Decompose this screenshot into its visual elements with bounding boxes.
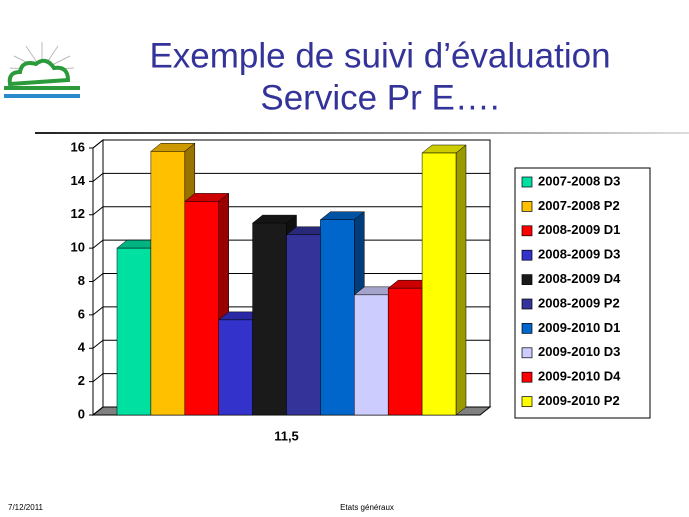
title-line: Service Pr E…. bbox=[260, 78, 499, 117]
legend-label: 2007-2008 P2 bbox=[538, 198, 620, 213]
grid-line bbox=[92, 273, 104, 282]
legend-swatch bbox=[521, 176, 533, 188]
y-tick-label: 2 bbox=[78, 373, 85, 388]
bar bbox=[150, 151, 186, 416]
y-tick-label: 4 bbox=[78, 340, 86, 355]
grid-line bbox=[92, 239, 104, 249]
y-tick-label: 14 bbox=[71, 173, 86, 188]
x-tick-label: 11,5 bbox=[274, 428, 299, 443]
y-tick-label: 8 bbox=[78, 273, 85, 288]
y-tick-label: 0 bbox=[78, 406, 85, 421]
y-tick-label: 10 bbox=[71, 240, 85, 255]
legend-label: 2008-2009 P2 bbox=[538, 295, 620, 310]
bar bbox=[320, 219, 355, 416]
legend-label: 2009-2010 D3 bbox=[538, 344, 620, 359]
grid-line bbox=[92, 339, 104, 349]
legend-label: 2009-2010 D4 bbox=[538, 369, 621, 384]
bar bbox=[387, 287, 423, 416]
legend-swatch bbox=[521, 323, 533, 334]
legend-label: 2009-2010 P2 bbox=[538, 393, 620, 408]
bar bbox=[354, 294, 389, 416]
grid-line bbox=[92, 139, 104, 149]
legend-swatch bbox=[521, 201, 533, 212]
y-tick-label: 16 bbox=[71, 139, 85, 154]
legend-swatch bbox=[521, 298, 533, 310]
grid-line bbox=[92, 206, 104, 216]
grid-line bbox=[92, 172, 104, 182]
bar bbox=[286, 234, 321, 416]
legend-swatch bbox=[521, 371, 533, 383]
title-line: Exemple de suivi d’évaluation bbox=[149, 36, 610, 75]
bar-side bbox=[455, 144, 467, 416]
y-tick-label: 6 bbox=[78, 306, 85, 321]
legend-swatch bbox=[521, 225, 533, 237]
bar bbox=[116, 247, 152, 416]
footer-date: 7/12/2011 bbox=[8, 503, 44, 512]
logo bbox=[4, 42, 80, 98]
legend-swatch bbox=[521, 396, 533, 407]
y-tick-label: 12 bbox=[71, 206, 85, 221]
legend-swatch bbox=[521, 274, 533, 285]
legend-label: 2008-2009 D3 bbox=[538, 247, 620, 262]
legend-swatch bbox=[521, 347, 533, 359]
title-rule bbox=[35, 132, 689, 134]
bar bbox=[252, 222, 287, 416]
grid-line bbox=[92, 373, 104, 383]
grid-line bbox=[92, 306, 104, 316]
legend-label: 2009-2010 D1 bbox=[538, 320, 620, 335]
legend-label: 2008-2009 D4 bbox=[538, 271, 621, 286]
legend-box bbox=[514, 167, 651, 419]
legend-swatch bbox=[521, 249, 533, 261]
bar bbox=[218, 319, 253, 416]
bar bbox=[184, 201, 219, 416]
legend-label: 2008-2009 D1 bbox=[538, 222, 620, 237]
footer-center: Etats généraux bbox=[340, 503, 394, 512]
grid-line bbox=[92, 406, 104, 416]
bar bbox=[421, 152, 457, 416]
legend-label: 2007-2008 D3 bbox=[538, 173, 620, 188]
